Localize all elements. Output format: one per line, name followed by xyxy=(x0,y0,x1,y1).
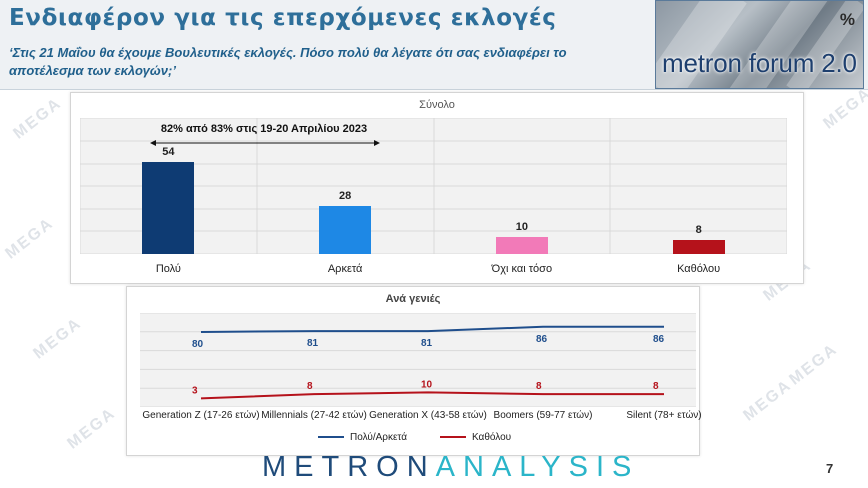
legend-label: Πολύ/Αρκετά xyxy=(350,432,408,443)
bar-value-label: 8 xyxy=(695,224,702,237)
generation-chart-title: Ανά γενιές xyxy=(385,293,441,305)
metron-forum-logo: % metron forum 2.0 xyxy=(655,0,864,89)
series-value-label: 86 xyxy=(536,334,548,345)
watermark: MEGA xyxy=(740,376,795,425)
page-number: 7 xyxy=(826,461,834,476)
percent-icon: % xyxy=(839,10,855,29)
annotation-arrow xyxy=(150,140,380,146)
metron-analysis-brand: METRONANALYSIS xyxy=(262,451,639,484)
legend-item-katholou: Καθόλου xyxy=(440,432,511,443)
legend-label: Καθόλου xyxy=(472,432,512,443)
total-grid xyxy=(80,118,787,254)
series-value-label: 80 xyxy=(192,339,204,350)
bar-1 xyxy=(319,206,372,254)
series-line-0 xyxy=(200,325,664,333)
question-subtitle: ‘Στις 21 Μαΐου θα έχουμε Βουλευτικές εκλ… xyxy=(9,45,567,78)
category-label: Όχι και τόσο xyxy=(491,263,553,275)
watermark: MEGA xyxy=(820,84,868,133)
legend-swatch xyxy=(440,436,466,439)
watermark: MEGA xyxy=(64,404,119,453)
series-value-label: 86 xyxy=(653,334,665,345)
page-title: Ενδιαφέρον για τις επερχόμενες εκλογές xyxy=(9,5,557,31)
generation-plot-area xyxy=(140,313,696,407)
bar-0 xyxy=(142,162,195,254)
series-value-label: 8 xyxy=(307,381,313,392)
total-plot-area xyxy=(80,118,787,254)
category-label: Καθόλου xyxy=(677,263,721,275)
logo-text: metron forum 2.0 xyxy=(662,48,857,78)
category-label: Αρκετά xyxy=(327,263,363,275)
series-value-label: 8 xyxy=(536,381,542,392)
watermark: MEGA xyxy=(30,314,85,363)
watermark: MEGA xyxy=(10,94,65,143)
brand-part-1: METRON xyxy=(262,451,436,483)
generation-label: Boomers (59-77 ετών) xyxy=(493,410,593,421)
series-value-label: 81 xyxy=(307,338,319,349)
generation-label: Silent (78+ ετών) xyxy=(626,410,702,421)
generation-label: Generation Z (17-26 ετών) xyxy=(142,410,260,421)
category-label: Πολύ xyxy=(155,263,181,275)
bar-3 xyxy=(672,240,725,254)
series-value-label: 10 xyxy=(421,379,433,390)
legend-swatch xyxy=(318,436,344,439)
header-divider xyxy=(0,89,868,90)
total-chart-title: Σύνολο xyxy=(419,99,455,111)
bar-value-label: 10 xyxy=(515,220,528,233)
generation-lines: 80 81 81 86 86 3 8 10 8 8 xyxy=(140,313,696,407)
legend-item-poly-arketa: Πολύ/Αρκετά xyxy=(318,432,407,443)
watermark: MEGA xyxy=(2,214,57,263)
bar-value-label: 28 xyxy=(339,190,352,203)
series-value-label: 3 xyxy=(192,385,198,396)
series-line-1 xyxy=(200,391,664,400)
bar-value-label: 54 xyxy=(162,146,175,158)
series-value-label: 81 xyxy=(421,338,433,349)
generation-label: Millennials (27-42 ετών) xyxy=(261,410,367,421)
series-value-label: 8 xyxy=(653,381,659,392)
generation-label: Generation X (43-58 ετών) xyxy=(369,410,487,421)
brand-part-2: ANALYSIS xyxy=(435,451,640,483)
watermark: MEGA xyxy=(786,340,841,389)
bar-2 xyxy=(495,236,548,254)
comparison-annotation: 82% από 83% στις 19-20 Απριλίου 2023 xyxy=(160,123,368,135)
